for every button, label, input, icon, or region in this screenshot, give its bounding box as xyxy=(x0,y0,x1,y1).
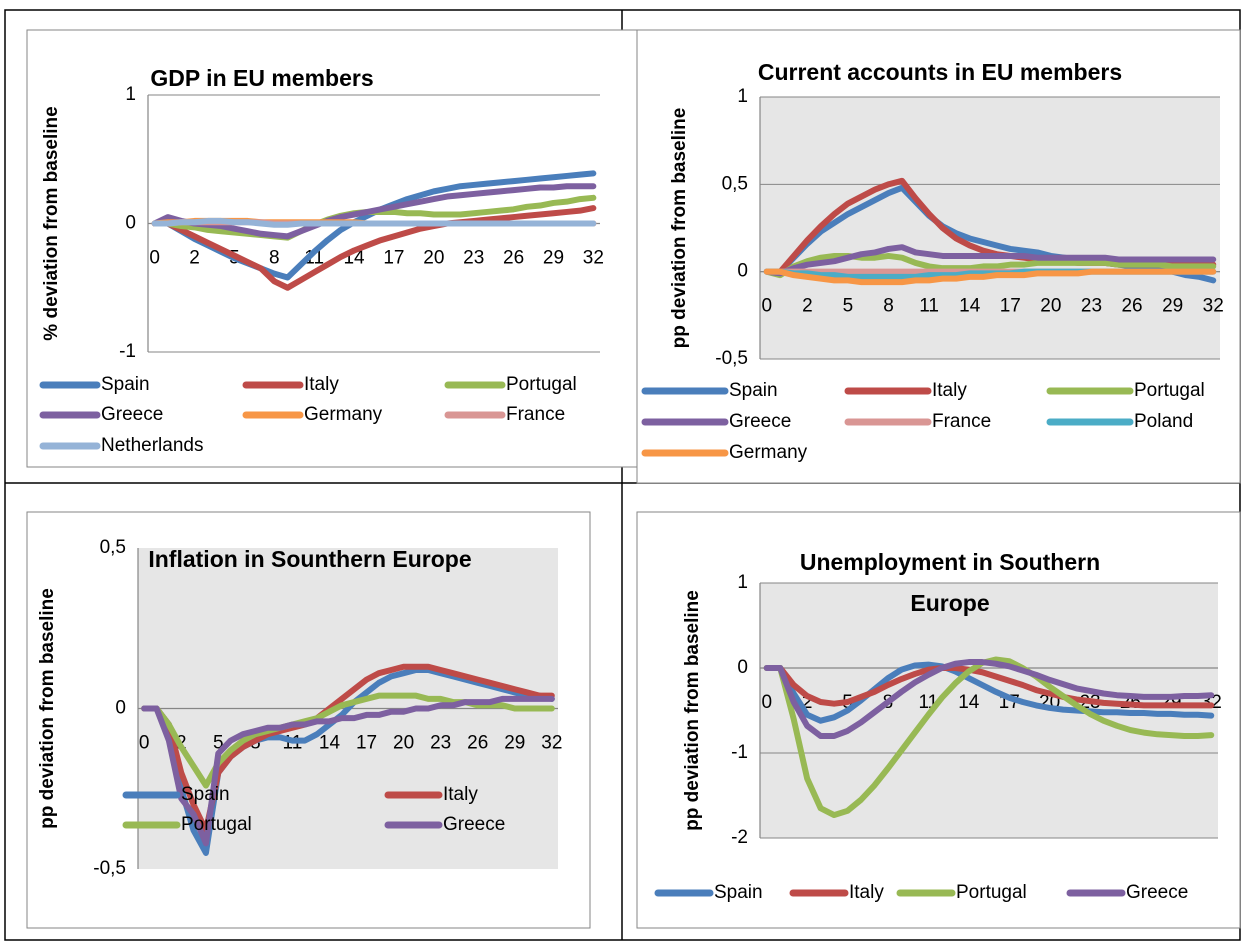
legend-label: Germany xyxy=(729,442,808,463)
chart-title: Unemployment in Southern Europe xyxy=(799,549,1101,616)
x-tick-label: 20 xyxy=(423,248,444,269)
y-tick-label: -1 xyxy=(119,341,136,362)
y-tick-label: 1 xyxy=(125,84,136,105)
y-tick-label: 0,5 xyxy=(100,537,126,558)
x-tick-label: 20 xyxy=(393,733,414,754)
x-tick-label: 23 xyxy=(463,248,484,269)
series-line xyxy=(763,659,1215,739)
legend-label: Greece xyxy=(1126,882,1188,903)
legend-label: Portugal xyxy=(1134,380,1205,401)
x-tick-label: 0 xyxy=(149,248,160,269)
legend-label: Spain xyxy=(101,374,150,395)
legend-label: France xyxy=(506,404,565,425)
legend-label: Germany xyxy=(304,404,383,425)
x-tick-label: 11 xyxy=(919,296,939,317)
legend-label: Spain xyxy=(729,380,778,401)
x-tick-label: 29 xyxy=(543,248,564,269)
x-tick-label: 0 xyxy=(761,692,772,713)
y-tick-label: -2 xyxy=(731,827,748,848)
chart-title: Current accounts in EU members xyxy=(757,59,1123,85)
legend-label: Italy xyxy=(849,882,884,903)
plot-area xyxy=(760,97,1220,359)
legend-label: Spain xyxy=(714,882,763,903)
legend-label: Poland xyxy=(1134,411,1193,432)
x-tick-label: 26 xyxy=(467,733,488,754)
legend-label: Italy xyxy=(304,374,339,395)
legend-label: Greece xyxy=(729,411,791,432)
x-tick-label: 2 xyxy=(802,296,813,317)
x-tick-label: 17 xyxy=(1000,296,1021,317)
x-tick-label: 17 xyxy=(383,248,404,269)
y-axis-label: pp deviation from baseline xyxy=(669,108,690,349)
y-axis-label: % deviation from baseline xyxy=(41,106,62,340)
x-tick-label: 0 xyxy=(139,733,150,754)
series-line xyxy=(763,252,1217,279)
series-line xyxy=(141,692,555,789)
y-tick-label: -0,5 xyxy=(715,348,748,369)
x-tick-label: 23 xyxy=(430,733,451,754)
x-tick-label: 5 xyxy=(213,733,224,754)
legend-label: France xyxy=(932,411,991,432)
x-tick-label: 32 xyxy=(1203,296,1224,317)
legend-label: Netherlands xyxy=(101,435,203,456)
series-line xyxy=(151,205,597,291)
y-axis-label: pp deviation from baseline xyxy=(37,588,58,829)
legend-label: Italy xyxy=(932,380,967,401)
y-tick-label: -0,5 xyxy=(93,858,126,879)
x-tick-label: 0 xyxy=(761,296,772,317)
series-line xyxy=(763,244,1217,277)
x-tick-label: 26 xyxy=(503,248,524,269)
y-tick-label: 0 xyxy=(125,213,136,234)
series-line xyxy=(763,665,1215,709)
legend-label: Italy xyxy=(443,784,478,805)
legend-label: Spain xyxy=(181,784,230,805)
legend-label: Portugal xyxy=(956,882,1027,903)
series-line xyxy=(141,695,555,847)
legend-label: Portugal xyxy=(181,814,252,835)
series-line xyxy=(763,661,1215,724)
y-axis-label: pp deviation from baseline xyxy=(682,590,703,831)
series-line xyxy=(763,268,1217,286)
x-tick-label: 29 xyxy=(1162,296,1183,317)
x-tick-label: 2 xyxy=(189,248,200,269)
x-tick-label: 20 xyxy=(1040,296,1061,317)
x-tick-label: 32 xyxy=(583,248,604,269)
x-tick-label: 29 xyxy=(504,733,525,754)
chart-title: GDP in EU members xyxy=(150,65,374,91)
y-tick-label: 0 xyxy=(115,698,126,719)
x-tick-label: 14 xyxy=(959,296,981,317)
y-tick-label: 0,5 xyxy=(722,173,748,194)
y-tick-label: 1 xyxy=(737,572,748,593)
y-tick-label: 0 xyxy=(737,261,748,282)
x-tick-label: 5 xyxy=(843,296,854,317)
x-tick-label: 14 xyxy=(319,733,341,754)
x-tick-label: 2 xyxy=(802,692,813,713)
legend-label: Greece xyxy=(101,404,163,425)
x-tick-label: 8 xyxy=(269,248,280,269)
x-tick-label: 23 xyxy=(1081,296,1102,317)
y-tick-label: 0 xyxy=(737,657,748,678)
x-tick-label: 26 xyxy=(1121,296,1142,317)
x-tick-label: 17 xyxy=(356,733,377,754)
x-tick-label: 8 xyxy=(883,296,894,317)
legend-label: Portugal xyxy=(506,374,577,395)
series-line xyxy=(151,183,597,240)
x-tick-label: 32 xyxy=(541,733,562,754)
y-tick-label: -1 xyxy=(731,742,748,763)
legend-label: Greece xyxy=(443,814,505,835)
y-tick-label: 1 xyxy=(737,86,748,107)
x-tick-label: 14 xyxy=(958,692,980,713)
series-line xyxy=(151,217,597,228)
chart-title: Inflation in Sounthern Europe xyxy=(148,546,472,572)
